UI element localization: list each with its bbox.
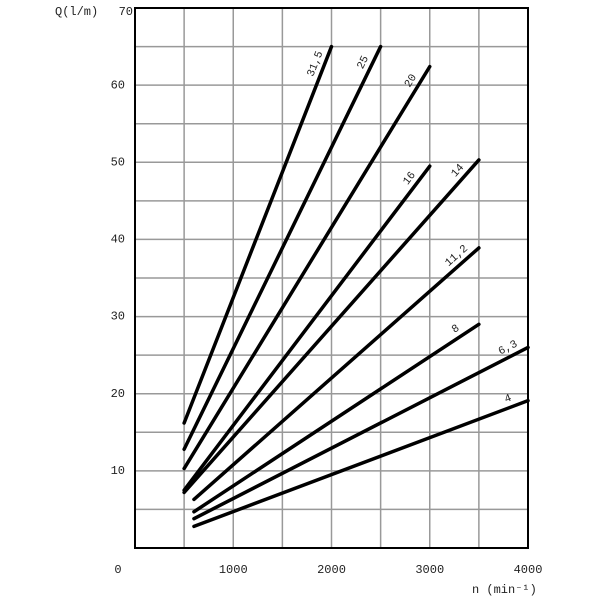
line [182, 164, 432, 492]
y-axis-label: Q(l/m) [55, 5, 98, 19]
series-label: 25 [355, 54, 372, 71]
x-axis-label: n (min⁻¹) [472, 583, 537, 597]
line [192, 345, 530, 521]
x-tick-label: 0 [114, 563, 121, 577]
line [182, 64, 432, 471]
line [182, 158, 481, 495]
y-tick-label: 70 [119, 5, 133, 19]
series-label: 4 [503, 393, 514, 407]
x-tick-label: 2000 [317, 563, 346, 577]
x-tick-label: 4000 [514, 563, 543, 577]
line [192, 246, 481, 502]
line [192, 322, 481, 514]
y-tick-label: 60 [111, 78, 125, 92]
y-tick-label: 40 [111, 233, 125, 247]
y-tick-label: 20 [111, 387, 125, 401]
line [192, 398, 530, 529]
x-tick-label: 1000 [219, 563, 248, 577]
x-tick-label: 3000 [415, 563, 444, 577]
line [182, 44, 334, 425]
y-tick-label: 50 [111, 155, 125, 169]
plot-frame [134, 7, 529, 549]
line [182, 44, 383, 452]
y-tick-label: 30 [111, 310, 125, 324]
series-label: 8 [450, 323, 462, 337]
y-tick-label: 10 [111, 464, 125, 478]
series-label: 20 [403, 72, 420, 90]
